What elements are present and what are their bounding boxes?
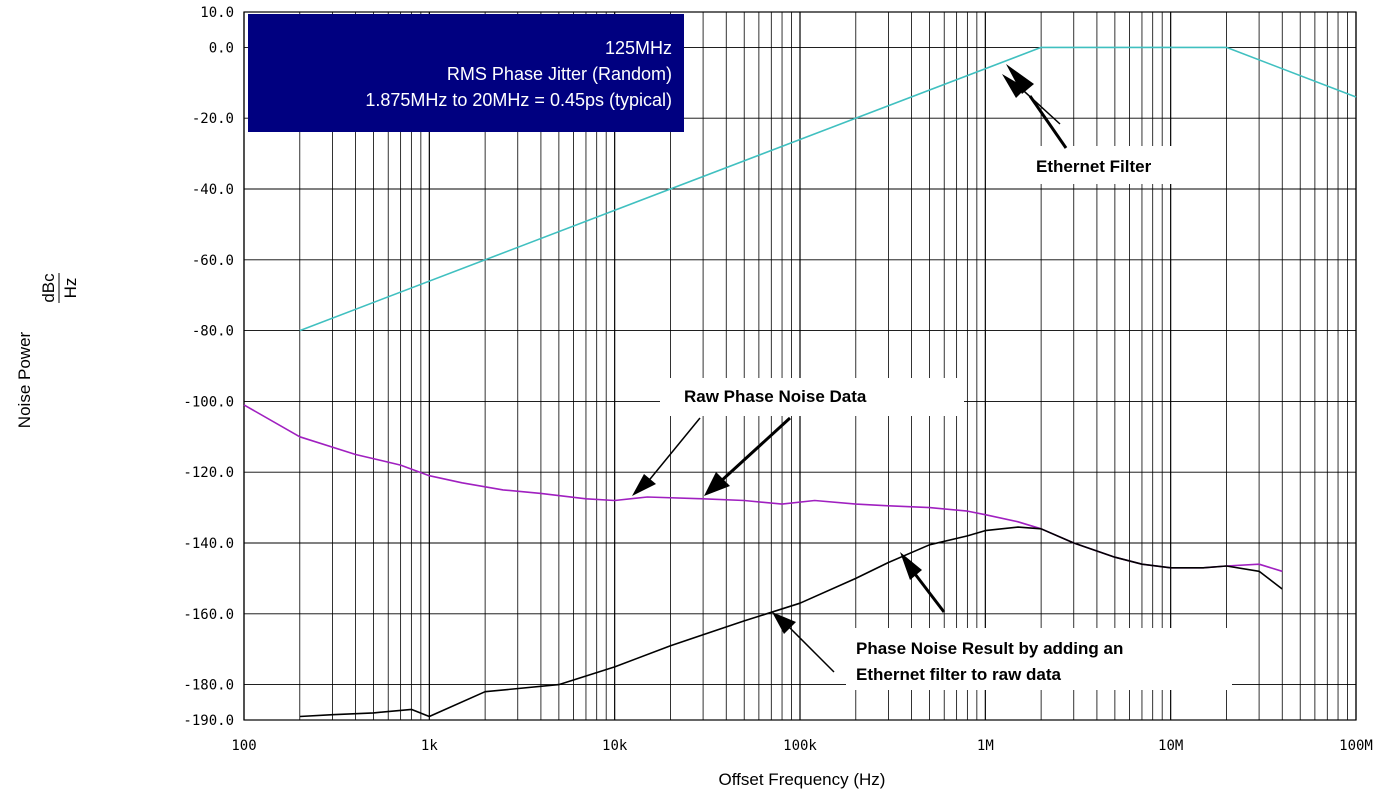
- y-tick-label: -20.0: [192, 111, 234, 127]
- series-line-ethernet_filter: [299, 46, 1357, 332]
- arrow-line: [910, 569, 946, 613]
- y-tick-label: -60.0: [192, 253, 234, 269]
- arrowhead: [900, 552, 922, 580]
- arrowhead: [1006, 64, 1034, 94]
- annotation-background: [660, 378, 964, 416]
- info-box-line-1: 125MHz: [605, 38, 672, 58]
- y-tick-label: -140.0: [183, 536, 234, 552]
- series-line-raw: [243, 404, 1283, 573]
- y-axis-title: Noise Power: [15, 331, 34, 428]
- y-axis-title-group: Noise Power dBc Hz: [15, 273, 80, 428]
- y-tick-label: -120.0: [183, 465, 234, 481]
- annotation-raw-phase-noise-label: Raw Phase Noise Data: [684, 387, 867, 406]
- x-tick-label: 100M: [1339, 738, 1373, 754]
- arrowhead: [772, 612, 796, 634]
- arrowhead: [632, 474, 656, 496]
- y-tick-label: -100.0: [183, 394, 234, 410]
- arrow-line: [718, 416, 792, 484]
- arrowhead: [704, 472, 730, 496]
- info-box-line-3: 1.875MHz to 20MHz = 0.45ps (typical): [365, 90, 672, 110]
- arrow-line: [1028, 95, 1068, 149]
- annotation-background: [1020, 146, 1220, 184]
- annotation-background: [846, 628, 1232, 690]
- y-axis-unit-denominator: Hz: [61, 278, 80, 299]
- x-tick-label: 1M: [977, 738, 994, 754]
- annotation-phase-noise-result: Phase Noise Result by adding an Ethernet…: [772, 552, 1232, 690]
- series-line-result: [299, 526, 1283, 718]
- arrow-line: [785, 623, 835, 673]
- y-axis-unit-numerator: dBc: [39, 273, 58, 303]
- x-tick-label: 10M: [1158, 738, 1183, 754]
- annotation-result-line-1: Phase Noise Result by adding an: [856, 639, 1123, 658]
- y-tick-label: -190.0: [183, 713, 234, 729]
- annotation-result-line-2: Ethernet filter to raw data: [856, 665, 1062, 684]
- y-tick-label: 10.0: [200, 5, 234, 21]
- series-layer: [243, 46, 1357, 718]
- x-tick-label: 10k: [602, 738, 628, 754]
- x-axis-title: Offset Frequency (Hz): [719, 770, 886, 789]
- y-tick-label: -40.0: [192, 182, 234, 198]
- annotation-raw-phase-noise: Raw Phase Noise Data: [632, 378, 964, 496]
- info-box: 125MHz RMS Phase Jitter (Random) 1.875MH…: [248, 14, 684, 132]
- y-tick-label: -80.0: [192, 324, 234, 340]
- arrow-line: [645, 417, 701, 485]
- arrowhead: [1002, 74, 1026, 98]
- annotation-ethernet-filter-label: Ethernet Filter: [1036, 157, 1152, 176]
- x-tick-label: 100k: [783, 738, 817, 754]
- x-tick-label: 100: [231, 738, 256, 754]
- y-tick-label: -160.0: [183, 607, 234, 623]
- x-tick-label: 1k: [421, 738, 438, 754]
- y-tick-label: 0.0: [209, 40, 234, 56]
- info-box-line-2: RMS Phase Jitter (Random): [447, 64, 672, 84]
- y-tick-label: -180.0: [183, 678, 234, 694]
- annotation-ethernet-filter: Ethernet Filter: [1002, 64, 1220, 184]
- info-box-background: [248, 14, 684, 132]
